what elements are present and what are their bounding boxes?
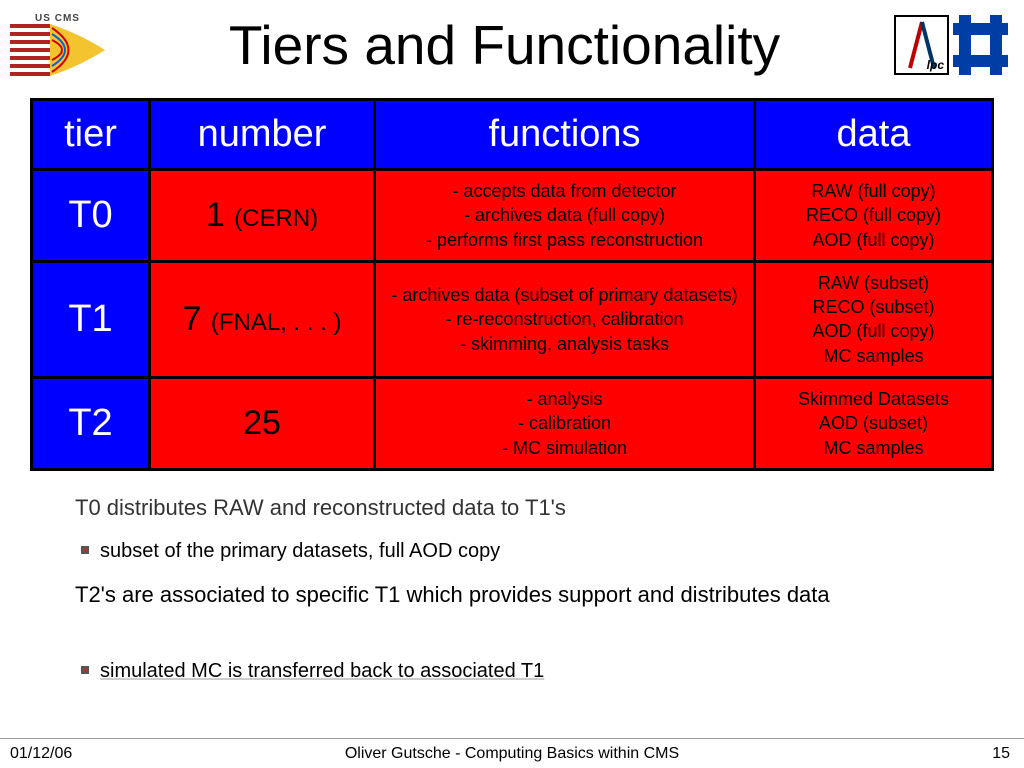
functions-cell: - analysis- calibration- MC simulation [375, 378, 755, 470]
footer: 01/12/06 Oliver Gutsche - Computing Basi… [0, 738, 1024, 768]
number-main: 7 [182, 300, 201, 338]
body-line-2: subset of the primary datasets, full AOD… [100, 540, 960, 563]
col-number: number [150, 100, 375, 170]
functions-cell: - accepts data from detector- archives d… [375, 170, 755, 262]
col-functions: functions [375, 100, 755, 170]
col-tier: tier [32, 100, 150, 170]
footer-page: 15 [992, 745, 1010, 763]
col-data: data [755, 100, 993, 170]
tiers-table: tier number functions data T0 1 (CERN) -… [30, 98, 994, 471]
body-line-4: simulated MC is transferred back to asso… [100, 660, 960, 683]
number-cell: 7 (FNAL, . . . ) [150, 261, 375, 377]
table-row: T2 25 - analysis- calibration- MC simula… [32, 378, 993, 470]
tier-label: T0 [32, 170, 150, 262]
bullet-icon [80, 665, 90, 675]
lpc-logo: lpc [894, 15, 949, 75]
body-line-3: T2's are associated to specific T1 which… [75, 580, 955, 610]
slide: US CMS Tiers and Functionality [0, 0, 1024, 768]
number-main: 1 [206, 196, 225, 234]
page-title: Tiers and Functionality [115, 13, 894, 77]
right-logos: lpc [894, 8, 1014, 83]
number-cell: 1 (CERN) [150, 170, 375, 262]
tier-label: T2 [32, 378, 150, 470]
uscms-logo: US CMS [10, 13, 105, 78]
table-header-row: tier number functions data [32, 100, 993, 170]
tier-label: T1 [32, 261, 150, 377]
functions-cell: - archives data (subset of primary datas… [375, 261, 755, 377]
header: US CMS Tiers and Functionality [0, 0, 1024, 90]
fermilab-icon [953, 15, 1008, 75]
number-main: 25 [243, 404, 281, 442]
table-row: T0 1 (CERN) - accepts data from detector… [32, 170, 993, 262]
data-cell: Skimmed DatasetsAOD (subset)MC samples [755, 378, 993, 470]
bullet-icon [80, 545, 90, 555]
footer-date: 01/12/06 [10, 745, 72, 763]
lpc-label: lpc [927, 58, 944, 72]
footer-center: Oliver Gutsche - Computing Basics within… [0, 745, 1024, 763]
body-line-1: T0 distributes RAW and reconstructed dat… [75, 495, 955, 521]
number-paren: (FNAL, . . . ) [211, 309, 342, 336]
uscms-icon [10, 24, 105, 76]
data-cell: RAW (full copy)RECO (full copy)AOD (full… [755, 170, 993, 262]
number-paren: (CERN) [234, 205, 318, 232]
data-cell: RAW (subset)RECO (subset)AOD (full copy)… [755, 261, 993, 377]
uscms-label: US CMS [10, 13, 105, 24]
table-row: T1 7 (FNAL, . . . ) - archives data (sub… [32, 261, 993, 377]
number-cell: 25 [150, 378, 375, 470]
